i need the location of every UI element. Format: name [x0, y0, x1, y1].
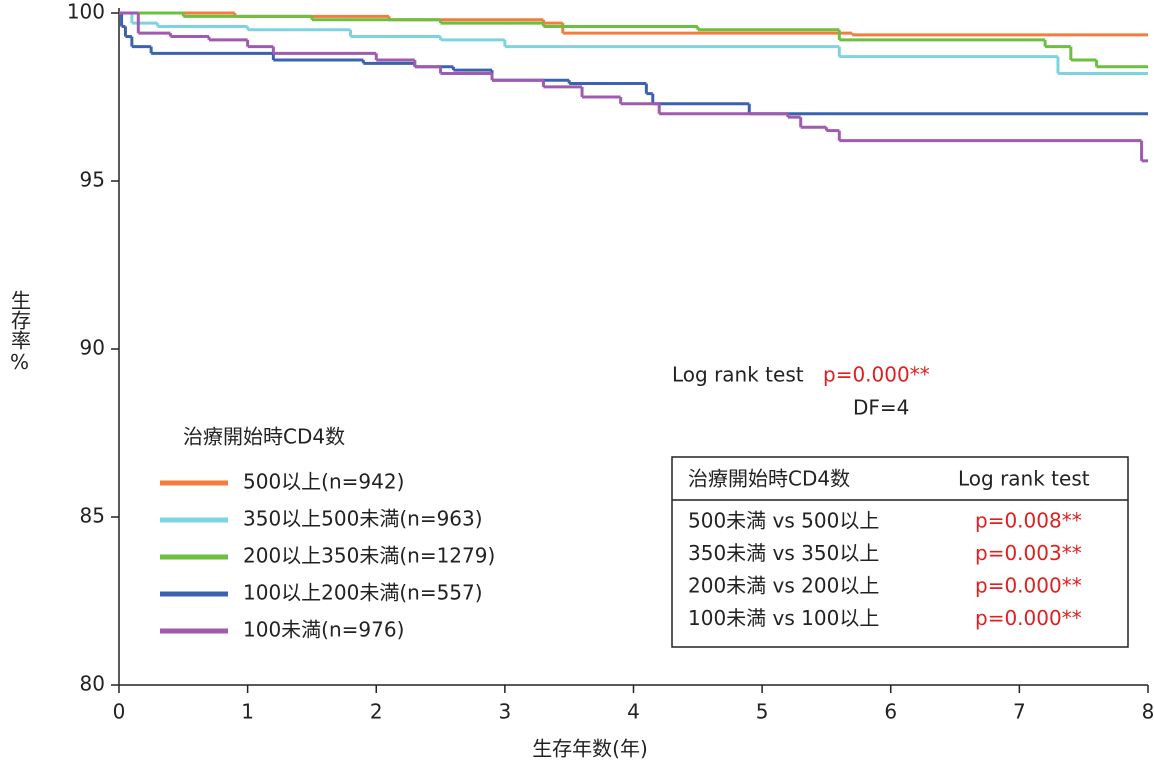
x-tick-label: 0 — [113, 700, 126, 724]
table-header: 治療開始時CD4数 — [688, 467, 850, 491]
table-cell: p=0.008** — [975, 509, 1082, 533]
table-cell: p=0.000** — [975, 574, 1082, 598]
x-tick-label: 3 — [499, 700, 512, 724]
x-axis-label: 生存年数(年) — [532, 737, 648, 761]
x-tick-label: 7 — [1013, 700, 1026, 724]
log-rank-p: p=0.000** — [823, 363, 930, 387]
x-tick-label: 2 — [370, 700, 383, 724]
y-axis-label: 生存率% — [8, 290, 32, 374]
x-tick-label: 6 — [884, 700, 897, 724]
table-cell: 100未満 vs 100以上 — [688, 606, 879, 630]
y-tick-label: 90 — [80, 336, 105, 360]
table-cell: 500未満 vs 500以上 — [688, 509, 879, 533]
log-rank-label: Log rank test — [672, 363, 804, 387]
x-tick-label: 1 — [241, 700, 254, 724]
x-tick-label: 5 — [756, 700, 769, 724]
table-cell: p=0.003** — [975, 541, 1082, 565]
table-header: Log rank test — [958, 467, 1090, 491]
y-tick-label: 85 — [80, 504, 105, 528]
x-tick-label: 8 — [1142, 700, 1154, 724]
legend-label: 350以上500未満(n=963) — [243, 507, 483, 531]
table-cell: 350未満 vs 350以上 — [688, 541, 879, 565]
table-box — [671, 456, 1129, 648]
legend-label: 200以上350未満(n=1279) — [243, 544, 495, 568]
table-cell: 200未満 vs 200以上 — [688, 574, 879, 598]
legend-label: 100未満(n=976) — [243, 618, 404, 642]
legend-title: 治療開始時CD4数 — [183, 425, 345, 449]
y-tick-label: 100 — [67, 0, 105, 24]
log-rank-df: DF=4 — [853, 396, 909, 420]
y-tick-label: 80 — [80, 672, 105, 696]
x-tick-label: 4 — [627, 700, 640, 724]
table-cell: p=0.000** — [975, 606, 1082, 630]
y-tick-label: 95 — [80, 168, 105, 192]
legend-label: 500以上(n=942) — [243, 470, 404, 494]
legend-label: 100以上200未満(n=557) — [243, 581, 483, 605]
